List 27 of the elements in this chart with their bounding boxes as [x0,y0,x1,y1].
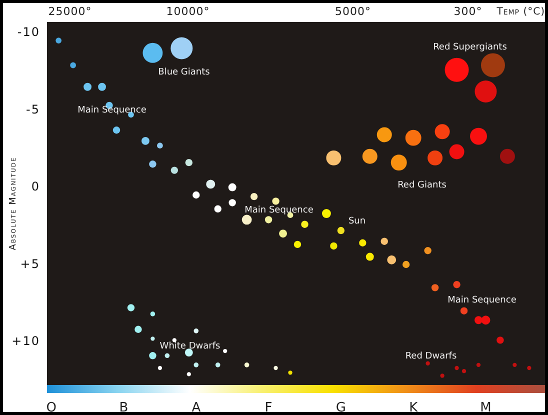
x-tick-label: B [119,400,128,415]
x-tick-label: K [409,400,418,415]
x-tick-label: F [264,400,272,415]
annotation: Main Sequence [448,295,517,306]
text: 300° [454,5,482,18]
annotation: Red Giants [398,180,447,190]
text: 25000° [48,5,92,18]
y-axis-title: Absolute Magnitude [8,156,18,250]
text: 10000° [166,5,210,18]
annotation: White Dwarfs [160,341,220,352]
annotation: Red Supergiants [433,42,508,52]
y-tick-label: -10 [17,25,40,40]
x-tick-label: M [480,400,492,415]
y-tick-label: 0 [31,180,40,194]
x-tick-label: O [46,400,56,415]
text: Temp (°C) [496,6,545,18]
y-tick-label: +10 [12,334,40,348]
annotation: Red Dwarfs [405,351,457,362]
x-tick-label: A [192,400,201,415]
x-tick-label: G [336,400,346,415]
y-tick-label: +5 [20,256,40,271]
y-tick-label: -5 [26,102,40,116]
annotation: Main Sequence [244,205,314,216]
annotation: Main Sequence [78,105,147,116]
annotation: Blue Giants [158,67,210,78]
annotation: Sun [348,216,366,226]
text: 5000° [335,5,371,18]
